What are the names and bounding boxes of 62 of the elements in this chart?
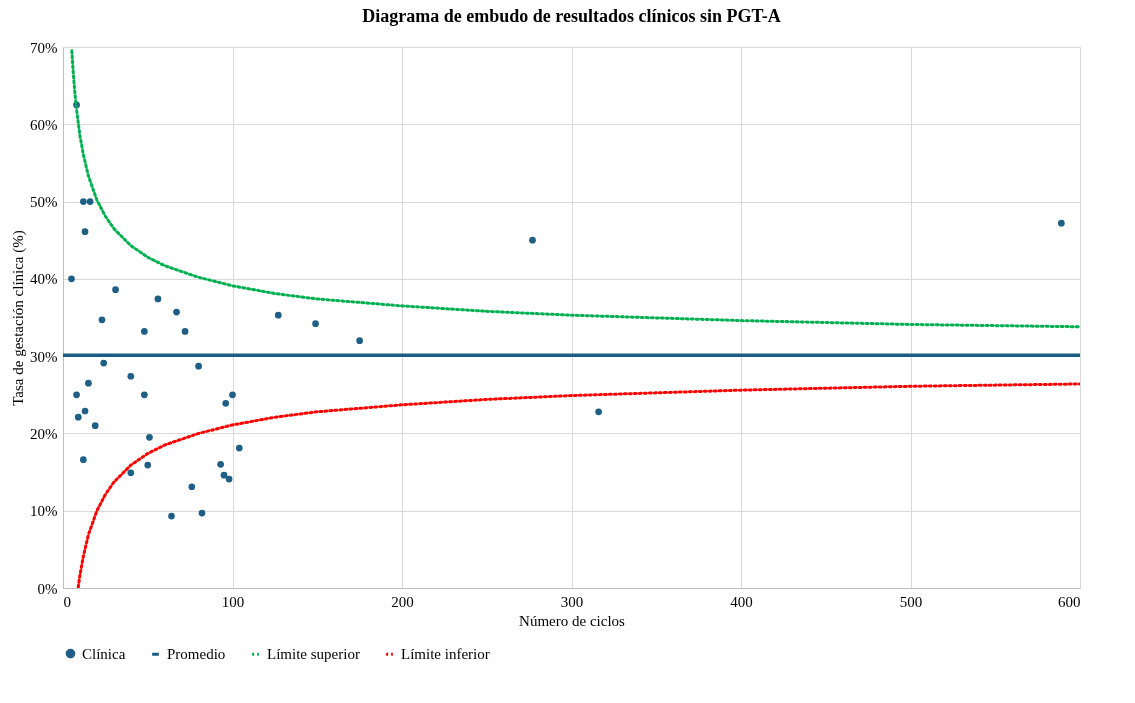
point xyxy=(85,379,92,387)
point xyxy=(127,469,135,477)
y-tick-label: 50% xyxy=(30,194,58,211)
point xyxy=(68,275,75,283)
point xyxy=(529,236,536,244)
point xyxy=(222,399,230,407)
legend-label: Promedio xyxy=(167,646,226,663)
y-tick-label: 10% xyxy=(30,503,58,520)
line-series xyxy=(76,382,1080,588)
point xyxy=(79,198,87,205)
point xyxy=(595,408,602,416)
x-axis-title: Número de ciclos xyxy=(519,612,626,629)
point xyxy=(220,471,228,479)
point xyxy=(235,444,243,452)
point xyxy=(86,198,94,205)
point xyxy=(81,228,89,236)
point xyxy=(81,407,89,415)
legend-label: Clínica xyxy=(82,645,126,662)
point xyxy=(144,461,152,469)
x-tick-label: 300 xyxy=(560,593,584,610)
point xyxy=(74,413,82,421)
legend-label: Límite superior xyxy=(267,646,360,663)
point xyxy=(168,512,175,520)
point xyxy=(229,391,236,399)
y-tick-label: 30% xyxy=(30,348,58,365)
point xyxy=(154,295,162,303)
point xyxy=(112,286,119,294)
y-tick-label: 70% xyxy=(30,39,58,56)
point xyxy=(141,328,148,335)
chart-title: Diagrama de embudo de resultados clínicos sin PGT-A xyxy=(362,6,781,26)
point xyxy=(274,311,282,319)
legend-label: Límite inferior xyxy=(401,646,490,663)
x-tick-label: 600 xyxy=(1058,593,1081,610)
point xyxy=(141,391,148,399)
point xyxy=(195,362,202,370)
point xyxy=(217,461,224,468)
point xyxy=(198,509,206,517)
point xyxy=(356,337,363,345)
x-tick-label: 0 xyxy=(63,593,71,610)
y-tick-label: 0% xyxy=(37,580,58,597)
point xyxy=(127,372,135,380)
point xyxy=(173,308,180,316)
y-tick-label: 20% xyxy=(30,425,58,442)
point xyxy=(100,359,108,367)
point xyxy=(79,456,87,464)
x-tick-label: 100 xyxy=(221,593,245,610)
x-tick-label: 400 xyxy=(730,593,753,610)
point xyxy=(91,422,99,430)
point xyxy=(181,328,189,335)
point xyxy=(98,316,106,324)
point xyxy=(188,483,196,491)
y-tick-label: 40% xyxy=(30,271,58,288)
x-tick-label: 500 xyxy=(899,593,923,610)
y-tick-label: 60% xyxy=(30,116,58,133)
line-series xyxy=(70,49,1080,329)
point xyxy=(225,475,233,483)
point xyxy=(1058,219,1065,227)
point xyxy=(73,391,80,399)
x-tick-label: 200 xyxy=(391,593,414,610)
y-axis-title: Tasa de gestación clínica (%) xyxy=(10,230,27,406)
point xyxy=(146,433,153,441)
point xyxy=(312,320,319,328)
